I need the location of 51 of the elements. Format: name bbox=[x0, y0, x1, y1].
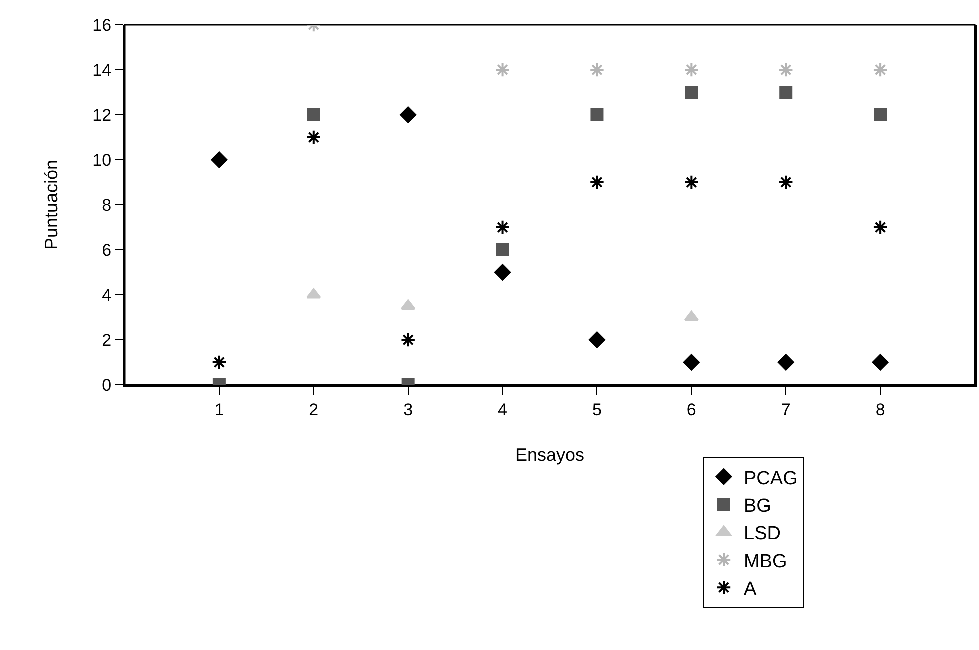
point bbox=[778, 174, 794, 190]
x-axis-title: Ensayos bbox=[515, 445, 585, 465]
point bbox=[495, 220, 510, 236]
y-tick-label: 16 bbox=[92, 16, 112, 35]
point bbox=[496, 244, 510, 256]
point bbox=[778, 62, 794, 78]
point bbox=[685, 86, 698, 99]
legend-label: MBG bbox=[744, 551, 788, 572]
point bbox=[872, 220, 888, 236]
point bbox=[494, 264, 511, 281]
point bbox=[400, 106, 416, 124]
legend-label: A bbox=[744, 579, 757, 600]
x-tick-label: 6 bbox=[686, 400, 696, 420]
point bbox=[211, 152, 228, 168]
point bbox=[212, 354, 228, 370]
point bbox=[306, 130, 322, 146]
y-tick-label: 0 bbox=[102, 376, 112, 395]
y-tick-label: 12 bbox=[92, 106, 112, 125]
x-tick-label: 5 bbox=[592, 400, 602, 420]
point bbox=[780, 86, 793, 99]
x-tick-label: 3 bbox=[404, 400, 414, 420]
point bbox=[590, 174, 605, 190]
legend-label: BG bbox=[744, 496, 772, 517]
point bbox=[306, 288, 322, 299]
y-tick-label: 2 bbox=[102, 330, 112, 350]
point bbox=[684, 354, 700, 371]
x-tick-label: 7 bbox=[781, 400, 791, 420]
legend-label: PCAG bbox=[744, 468, 798, 490]
y-tick-label: 8 bbox=[102, 196, 112, 215]
point bbox=[778, 354, 794, 371]
y-axis-title: Puntuación bbox=[41, 160, 62, 250]
x-tick-label: 8 bbox=[876, 400, 886, 420]
legend-label: LSD bbox=[744, 524, 781, 545]
y-tick-label: 14 bbox=[92, 60, 112, 80]
point bbox=[590, 62, 605, 78]
point bbox=[589, 332, 606, 348]
point bbox=[684, 174, 700, 190]
y-tick-label: 6 bbox=[102, 240, 112, 260]
point bbox=[400, 332, 416, 348]
point bbox=[495, 62, 510, 78]
x-tick-label: 2 bbox=[309, 400, 319, 420]
point bbox=[872, 62, 888, 78]
x-tick-label: 1 bbox=[214, 400, 224, 420]
point bbox=[684, 62, 700, 78]
point bbox=[874, 108, 888, 122]
point bbox=[590, 108, 604, 122]
point bbox=[307, 108, 320, 122]
point bbox=[872, 354, 889, 371]
y-tick-label: 4 bbox=[102, 286, 112, 305]
x-tick-label: 4 bbox=[498, 400, 508, 420]
y-tick-label: 10 bbox=[92, 150, 112, 170]
